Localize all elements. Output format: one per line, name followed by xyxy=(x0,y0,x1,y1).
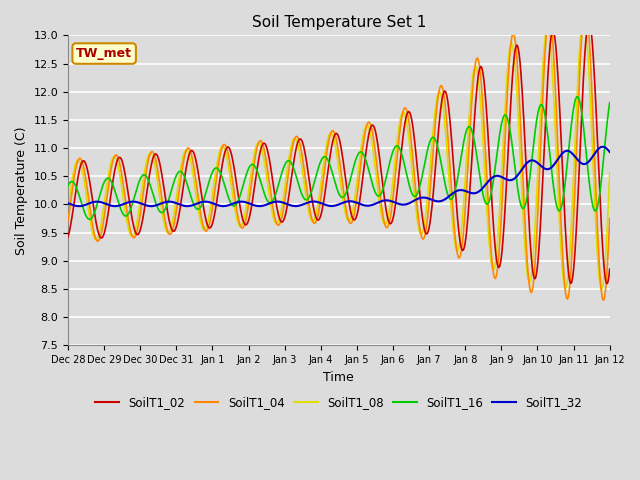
SoilT1_32 xyxy=(183,203,191,209)
SoilT1_32 xyxy=(606,149,614,155)
Legend: SoilT1_02, SoilT1_04, SoilT1_08, SoilT1_16, SoilT1_32: SoilT1_02, SoilT1_04, SoilT1_08, SoilT1_… xyxy=(91,392,587,414)
SoilT1_08 xyxy=(579,15,587,21)
SoilT1_32 xyxy=(186,203,193,209)
SoilT1_16 xyxy=(606,100,614,106)
Line: SoilT1_08: SoilT1_08 xyxy=(68,18,610,289)
SoilT1_04 xyxy=(64,218,72,224)
SoilT1_16 xyxy=(186,189,193,194)
SoilT1_04 xyxy=(404,116,412,122)
Line: SoilT1_02: SoilT1_02 xyxy=(68,22,610,284)
SoilT1_32 xyxy=(74,203,82,209)
SoilT1_16 xyxy=(214,166,222,172)
SoilT1_32 xyxy=(599,144,607,150)
SoilT1_02 xyxy=(64,234,72,240)
SoilT1_04 xyxy=(130,235,138,240)
SoilT1_02 xyxy=(586,19,593,25)
SoilT1_08 xyxy=(598,287,605,292)
SoilT1_02 xyxy=(213,196,221,202)
SoilT1_08 xyxy=(64,205,72,211)
SoilT1_04 xyxy=(185,145,193,151)
SoilT1_08 xyxy=(185,150,193,156)
SoilT1_02 xyxy=(603,281,611,287)
SoilT1_08 xyxy=(74,157,82,163)
SoilT1_02 xyxy=(420,226,428,232)
Y-axis label: Soil Temperature (C): Soil Temperature (C) xyxy=(15,126,28,254)
SoilT1_16 xyxy=(86,216,93,222)
SoilT1_02 xyxy=(606,266,614,272)
Line: SoilT1_16: SoilT1_16 xyxy=(68,96,610,219)
SoilT1_08 xyxy=(213,160,221,166)
SoilT1_02 xyxy=(130,223,138,229)
Title: Soil Temperature Set 1: Soil Temperature Set 1 xyxy=(252,15,426,30)
SoilT1_02 xyxy=(74,175,82,181)
SoilT1_04 xyxy=(600,297,607,303)
SoilT1_04 xyxy=(213,170,221,176)
SoilT1_04 xyxy=(420,234,428,240)
SoilT1_32 xyxy=(64,200,72,206)
SoilT1_16 xyxy=(573,94,581,99)
SoilT1_08 xyxy=(130,232,138,238)
SoilT1_04 xyxy=(74,158,82,164)
SoilT1_04 xyxy=(582,3,589,9)
SoilT1_16 xyxy=(421,158,429,164)
SoilT1_02 xyxy=(185,154,193,159)
Line: SoilT1_32: SoilT1_32 xyxy=(68,147,610,206)
SoilT1_08 xyxy=(606,169,614,175)
SoilT1_16 xyxy=(131,194,138,200)
Text: TW_met: TW_met xyxy=(76,47,132,60)
SoilT1_32 xyxy=(214,203,222,208)
SoilT1_32 xyxy=(421,195,429,201)
SoilT1_16 xyxy=(74,189,82,194)
Line: SoilT1_04: SoilT1_04 xyxy=(68,6,610,300)
SoilT1_04 xyxy=(606,216,614,222)
SoilT1_16 xyxy=(406,182,413,188)
SoilT1_32 xyxy=(406,200,413,206)
SoilT1_02 xyxy=(404,108,412,114)
SoilT1_16 xyxy=(64,183,72,189)
X-axis label: Time: Time xyxy=(323,371,354,384)
SoilT1_08 xyxy=(420,221,428,227)
SoilT1_08 xyxy=(404,133,412,139)
SoilT1_32 xyxy=(130,199,138,204)
